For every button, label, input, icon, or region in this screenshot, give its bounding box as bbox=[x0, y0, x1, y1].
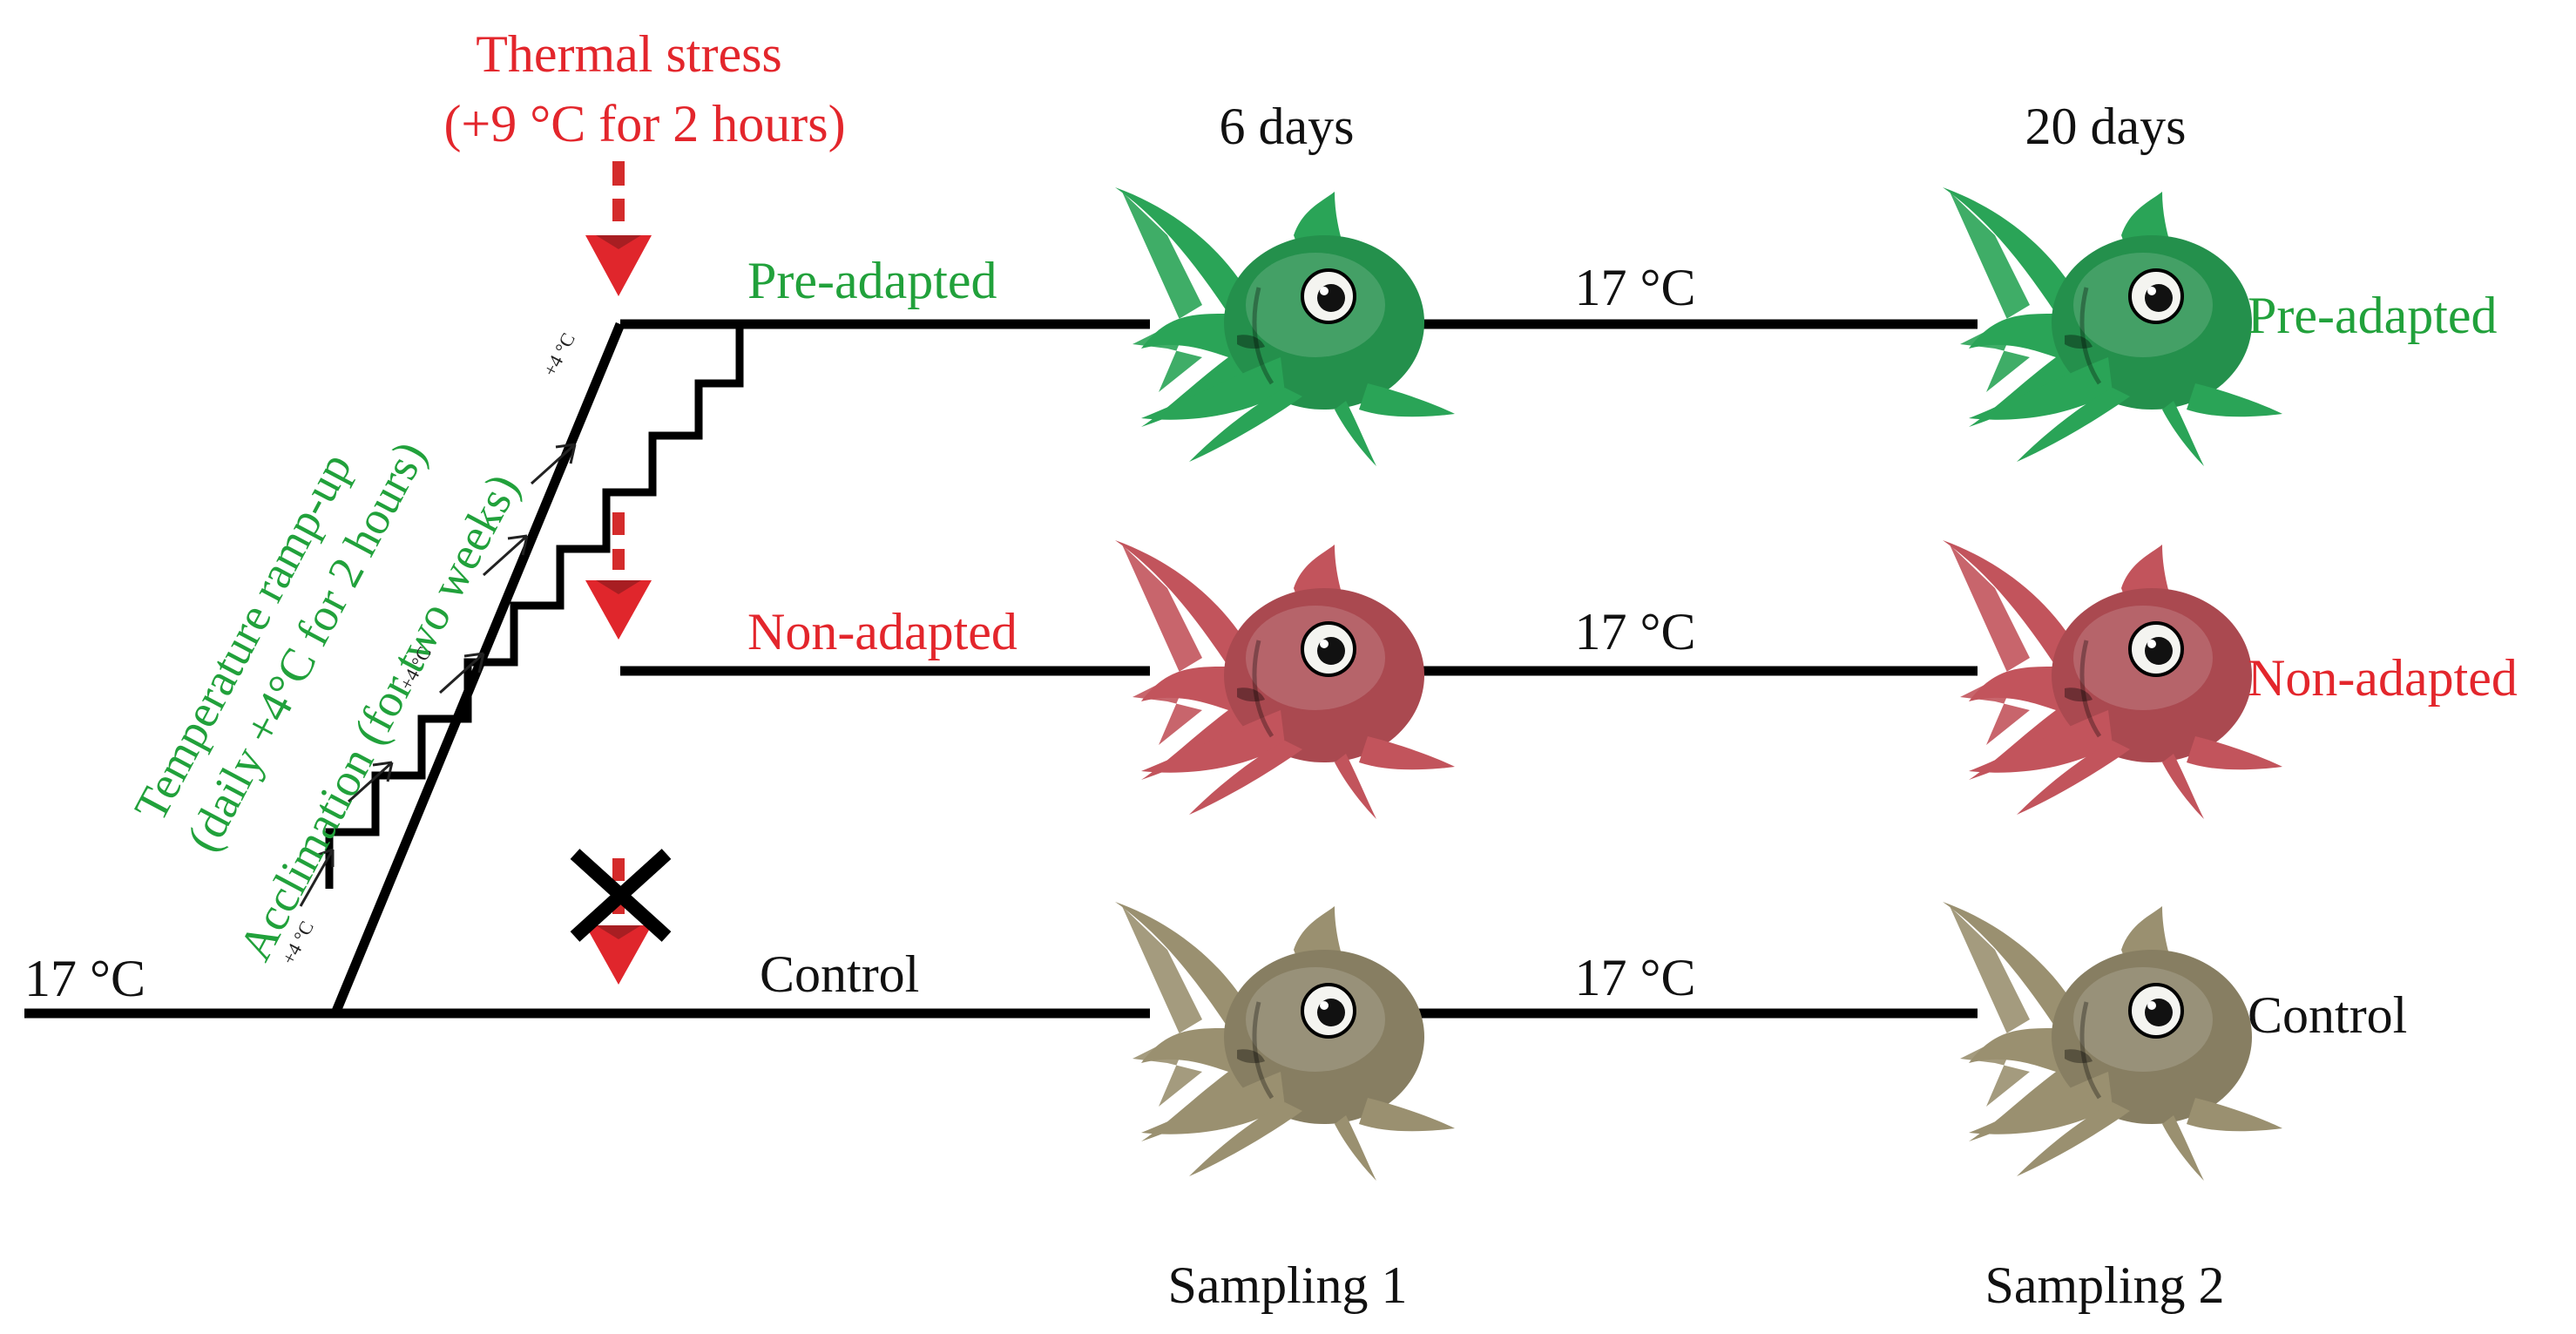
temp-control: 17 °C bbox=[1574, 949, 1696, 1006]
start-temperature: 17 °C bbox=[24, 950, 146, 1007]
label-pre-adapted-left: Pre-adapted bbox=[747, 252, 997, 309]
temp-non-adapted: 17 °C bbox=[1574, 603, 1696, 660]
label-control-left: Control bbox=[760, 945, 920, 1003]
sampling-1-label: Sampling 1 bbox=[1167, 1256, 1408, 1314]
label-non-adapted-left: Non-adapted bbox=[747, 603, 1018, 660]
thermal-stress-title: Thermal stress bbox=[476, 25, 782, 83]
timepoint-20-days: 20 days bbox=[2025, 98, 2187, 155]
ramp-diagonal-line bbox=[330, 322, 625, 1016]
label-non-adapted-right: Non-adapted bbox=[2248, 649, 2518, 707]
fish-pre-adapted-20-days bbox=[1943, 187, 2282, 466]
daily-ramp-staircase bbox=[325, 327, 744, 889]
label-control-right: Control bbox=[2248, 986, 2408, 1044]
temp-pre-adapted: 17 °C bbox=[1574, 259, 1696, 316]
sampling-2-label: Sampling 2 bbox=[1984, 1256, 2225, 1314]
fish-non-adapted-20-days bbox=[1943, 540, 2282, 819]
stress-arrow-pre bbox=[585, 161, 652, 296]
fish-control-6-days bbox=[1115, 902, 1455, 1181]
stress-arrow-non bbox=[585, 512, 652, 640]
label-pre-adapted-right: Pre-adapted bbox=[2248, 287, 2498, 344]
fish-pre-adapted-6-days bbox=[1115, 187, 1455, 466]
stress-arrow-control-crossed bbox=[570, 849, 672, 985]
fish-control-20-days bbox=[1943, 902, 2282, 1181]
step-arrows bbox=[299, 443, 577, 907]
timepoint-6-days: 6 days bbox=[1219, 98, 1355, 155]
thermal-stress-subtitle: (+9 °C for 2 hours) bbox=[443, 95, 846, 152]
fish-non-adapted-6-days bbox=[1115, 540, 1455, 819]
